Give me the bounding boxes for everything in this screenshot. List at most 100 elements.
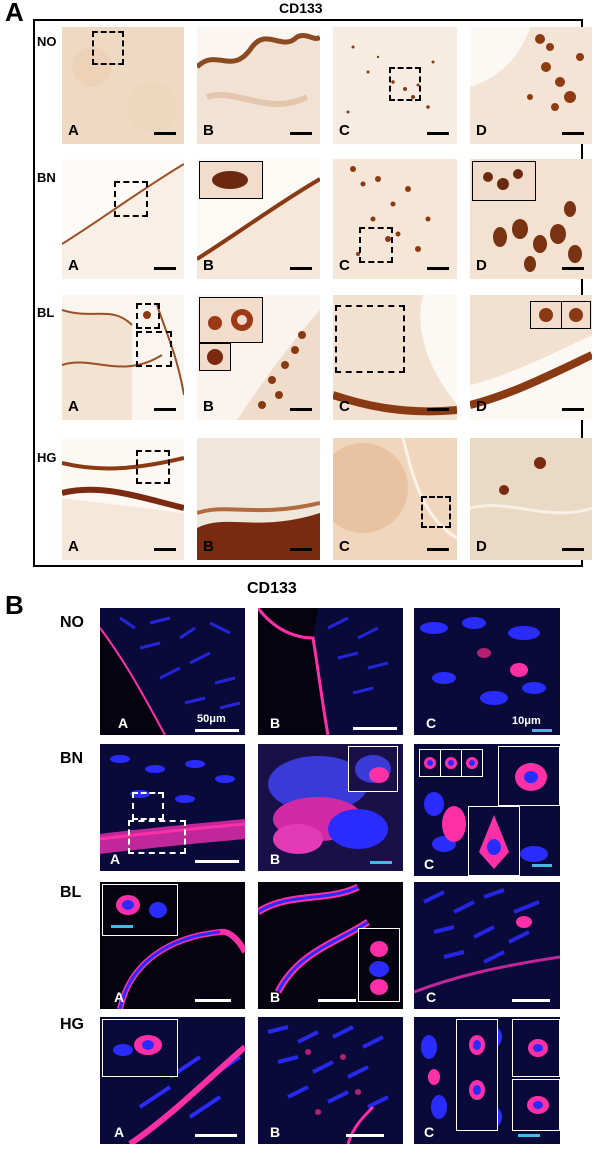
- inset-dashed-box: [389, 67, 421, 101]
- sub-label-a: A: [114, 1124, 125, 1140]
- sub-label-c: C: [424, 856, 435, 872]
- scale-bar: [318, 999, 356, 1002]
- inset-dashed-box: [114, 181, 148, 217]
- inset-dashed-box: [421, 496, 451, 528]
- sub-label-c: C: [426, 715, 437, 731]
- magnified-inset: [530, 301, 562, 329]
- sub-label-a: A: [68, 398, 79, 415]
- magnified-inset: [419, 749, 441, 777]
- if-hg-b: B: [258, 1017, 403, 1144]
- scale-bar: [154, 267, 176, 270]
- ihc-bn-d: D: [470, 159, 592, 279]
- row-label-bl: BL: [37, 305, 55, 320]
- if-bn-c: C: [414, 744, 560, 876]
- scale-bar: [532, 864, 552, 867]
- sub-label-c: C: [339, 538, 350, 555]
- sub-label-b: B: [203, 122, 214, 139]
- ihc-hg-a: A: [62, 438, 184, 560]
- scale-bar: [195, 1134, 237, 1137]
- ihc-bl-b: B: [197, 295, 320, 420]
- scale-bar: [562, 132, 584, 135]
- panel-a-title: CD133: [279, 0, 323, 16]
- ihc-hg-d: D: [470, 438, 592, 560]
- scale-bar: [154, 548, 176, 551]
- magnified-inset: [512, 1019, 560, 1077]
- inset-dashed-box: [136, 331, 172, 367]
- inset-dashed-box: [335, 305, 405, 373]
- row-label-bn: BN: [60, 750, 84, 767]
- sub-label-a: A: [110, 851, 121, 867]
- scale-bar: [427, 267, 449, 270]
- sub-label-b: B: [270, 715, 281, 731]
- magnified-inset: [348, 746, 398, 792]
- scale-bar: [154, 132, 176, 135]
- scale-bar: [532, 729, 552, 732]
- scale-bar: [427, 548, 449, 551]
- sub-label-d: D: [476, 538, 487, 555]
- if-hg-a: A: [100, 1017, 245, 1144]
- magnified-inset: [461, 749, 483, 777]
- scale-bar: [195, 729, 239, 732]
- scale-bar: [427, 132, 449, 135]
- magnified-inset: [561, 301, 591, 329]
- magnified-inset: [199, 343, 231, 371]
- magnified-inset: [512, 1079, 560, 1131]
- if-bl-b: B: [258, 882, 403, 1009]
- row-label-hg: HG: [37, 450, 57, 465]
- sub-label-a: A: [114, 989, 125, 1005]
- inset-dashed-box: [136, 450, 170, 484]
- inset-dashed-box: [128, 820, 186, 854]
- inset-dashed-box: [92, 31, 124, 65]
- scale-bar: [195, 999, 231, 1002]
- magnified-inset: [468, 806, 520, 876]
- inset-dashed-box: [132, 792, 164, 820]
- ihc-bn-c: C: [333, 159, 457, 279]
- scale-bar: [346, 1134, 384, 1137]
- scale-bar: [290, 267, 312, 270]
- scale-bar: [562, 408, 584, 411]
- ihc-hg-b: B: [197, 438, 320, 560]
- ihc-bn-b: B: [197, 159, 320, 279]
- scale-bar: [154, 408, 176, 411]
- scale-bar: [512, 999, 550, 1002]
- scale-bar-label: 50μm: [197, 713, 226, 725]
- scale-bar: [562, 267, 584, 270]
- ihc-bl-c: C: [333, 295, 457, 420]
- sub-label-a: A: [68, 122, 79, 139]
- scale-bar: [518, 1134, 540, 1137]
- sub-label-c: C: [424, 1124, 435, 1140]
- inset-dashed-box: [136, 303, 160, 329]
- magnified-inset: [102, 884, 178, 936]
- scale-bar: [353, 727, 397, 730]
- row-label-no: NO: [37, 34, 57, 49]
- sub-label-a: A: [68, 538, 79, 555]
- row-label-no: NO: [60, 614, 84, 631]
- if-bl-a: A: [100, 882, 245, 1009]
- sub-label-a: A: [118, 715, 129, 731]
- if-bn-b: B: [258, 744, 403, 871]
- ihc-no-a: A: [62, 27, 184, 144]
- scale-bar: [290, 548, 312, 551]
- scale-bar: [562, 548, 584, 551]
- ihc-bl-d: D: [470, 295, 592, 420]
- magnified-inset: [358, 928, 400, 1002]
- sub-label-d: D: [476, 257, 487, 274]
- magnified-inset: [199, 297, 263, 343]
- row-label-bl: BL: [60, 884, 82, 901]
- ihc-hg-c: C: [333, 438, 457, 560]
- scale-bar-label: 10μm: [512, 715, 541, 727]
- row-label-hg: HG: [60, 1016, 84, 1033]
- sub-label-c: C: [426, 989, 437, 1005]
- panel-b-letter: B: [5, 590, 24, 620]
- sub-label-b: B: [203, 538, 214, 555]
- sub-label-d: D: [476, 122, 487, 139]
- magnified-inset: [440, 749, 462, 777]
- ihc-bn-a: A: [62, 159, 184, 279]
- magnified-inset: [199, 161, 263, 199]
- sub-label-c: C: [339, 398, 350, 415]
- scale-bar: [195, 860, 239, 863]
- scale-bar: [370, 861, 392, 864]
- magnified-inset: [498, 746, 560, 806]
- row-label-bn: BN: [37, 170, 56, 185]
- sub-label-b: B: [270, 1124, 281, 1140]
